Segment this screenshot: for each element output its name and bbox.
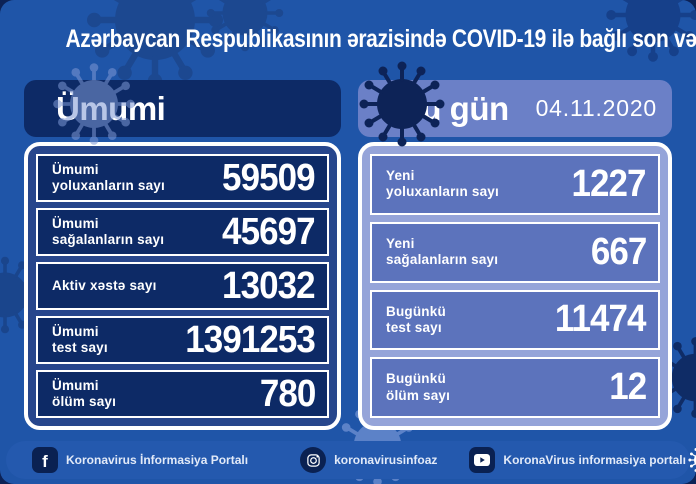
stat-label: Aktiv xəstə sayı (52, 277, 157, 293)
today-panel-header: Bu gün 04.11.2020 (358, 80, 672, 137)
stat-value: 12 (608, 366, 647, 409)
youtube-link[interactable]: KoronaVirus informasiya portalı (469, 447, 686, 473)
stat-label: Ümumi yoluxanların sayı (52, 161, 165, 193)
stat-today-deaths: Bugünkü ölüm sayı 12 (370, 357, 660, 418)
youtube-icon (469, 447, 496, 473)
youtube-label: KoronaVirus informasiya portalı (503, 453, 686, 467)
stat-label: Ümumi sağalanların sayı (52, 215, 165, 247)
stat-new-recovered: Yeni sağalanların sayı 667 (370, 221, 660, 283)
total-stats-panel: Ümumi yoluxanların sayı 59509 Ümumi sağa… (24, 142, 341, 430)
stat-today-tests: Bugünkü test sayı 11474 (370, 289, 660, 351)
stat-value: 11474 (555, 298, 647, 341)
stat-total-tests: Ümumi test sayı 1391253 (36, 316, 329, 364)
facebook-link[interactable]: f Koronavirus İnformasiya Portalı (32, 447, 248, 473)
footer-bar: f Koronavirus İnformasiya Portalı korona… (6, 441, 696, 479)
total-panel-title: Ümumi (56, 89, 166, 127)
stat-total-recovered: Ümumi sağalanların sayı 45697 (36, 208, 329, 256)
facebook-label: Koronavirus İnformasiya Portalı (66, 453, 249, 467)
stat-label: Bugünkü ölüm sayı (386, 371, 451, 403)
report-date: 04.11.2020 (535, 95, 657, 121)
stat-value: 45697 (222, 210, 316, 253)
stat-label: Bugünkü test sayı (386, 303, 446, 335)
koronavirus-info-logo: KoronaVirus info (686, 444, 696, 476)
stat-value: 780 (259, 372, 315, 415)
stat-total-deaths: Ümumi ölüm sayı 780 (36, 370, 329, 418)
stat-new-infections: Yeni yoluxanların sayı 1227 (370, 154, 660, 215)
stat-label: Yeni yoluxanların sayı (386, 168, 499, 200)
instagram-label: koronavirusinfoaz (334, 453, 438, 467)
virus-logo-icon (687, 445, 696, 475)
stat-label: Ümumi test sayı (52, 323, 108, 355)
instagram-link[interactable]: koronavirusinfoaz (300, 447, 437, 473)
stat-label: Yeni sağalanların sayı (386, 235, 499, 268)
stat-value: 667 (590, 230, 646, 273)
stat-total-infections: Ümumi yoluxanların sayı 59509 (36, 154, 329, 202)
stat-active-cases: Aktiv xəstə sayı 13032 (36, 262, 329, 310)
stat-value: 13032 (222, 264, 316, 307)
total-panel-header: Ümumi (24, 80, 341, 137)
page-title: Azərbaycan Respublikasının ərazisində CO… (65, 25, 696, 53)
today-panel-title: Bu gün (398, 89, 509, 127)
facebook-icon: f (32, 447, 58, 473)
stat-value: 59509 (222, 156, 316, 199)
stat-value: 1227 (571, 162, 647, 205)
stat-value: 1391253 (185, 318, 316, 361)
stat-label: Ümumi ölüm sayı (52, 377, 117, 409)
instagram-icon (300, 447, 327, 473)
today-stats-panel: Yeni yoluxanların sayı 1227 Yeni sağalan… (358, 142, 672, 430)
